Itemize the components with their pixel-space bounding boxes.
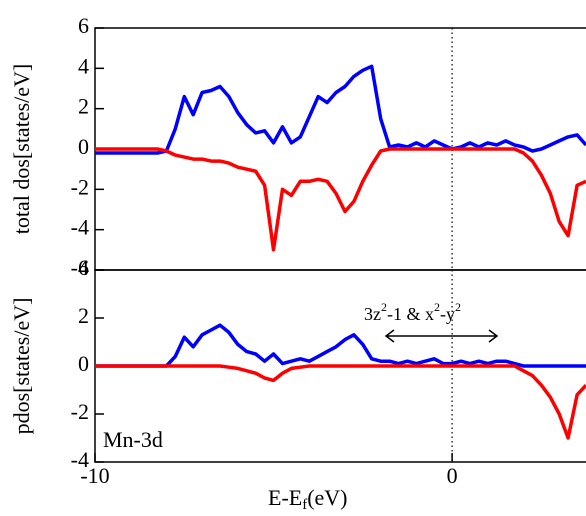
y-axis-label: total dos[states/eV] [9, 64, 34, 234]
annotation-part: 2 [455, 300, 461, 314]
dos-line [95, 323, 586, 368]
y-tick-label: -2 [71, 174, 89, 199]
y-tick-label: -4 [71, 447, 89, 472]
y-tick-label: -4 [71, 215, 89, 240]
panel-label: Mn-3d [103, 427, 163, 452]
x-tick-label: -10 [80, 463, 109, 488]
y-tick-label: 6 [78, 13, 89, 38]
y-tick-label: 2 [78, 303, 89, 328]
y-tick-label: 4 [78, 255, 89, 280]
arrow [384, 329, 499, 343]
x-axis-label-part: f [302, 497, 307, 513]
x-axis-label-part: (eV) [307, 485, 347, 510]
annotation-part: -y [440, 304, 455, 324]
x-axis-label: E-Ef(eV) [268, 485, 348, 513]
dos-line [95, 364, 586, 440]
annotation-part: 2 [381, 300, 387, 314]
y-tick-label: 0 [78, 351, 89, 376]
annotation-part: -1 & x [387, 304, 434, 324]
y-axis-label: pdos[states/eV] [9, 298, 34, 435]
x-axis-label-part: E-E [268, 485, 302, 510]
y-tick-label: 2 [78, 94, 89, 119]
y-tick-label: 4 [78, 53, 89, 78]
dos-line [95, 147, 586, 252]
annotation-part: 2 [434, 300, 440, 314]
annotation-part: 3z [364, 304, 381, 324]
y-tick-label: -2 [71, 399, 89, 424]
dos-line [95, 64, 586, 155]
y-tick-label: -6 [71, 255, 89, 280]
x-tick-label: 0 [447, 463, 458, 488]
annotation: 3z2-1 & x2-y2 [364, 300, 461, 324]
y-tick-label: 0 [78, 134, 89, 159]
